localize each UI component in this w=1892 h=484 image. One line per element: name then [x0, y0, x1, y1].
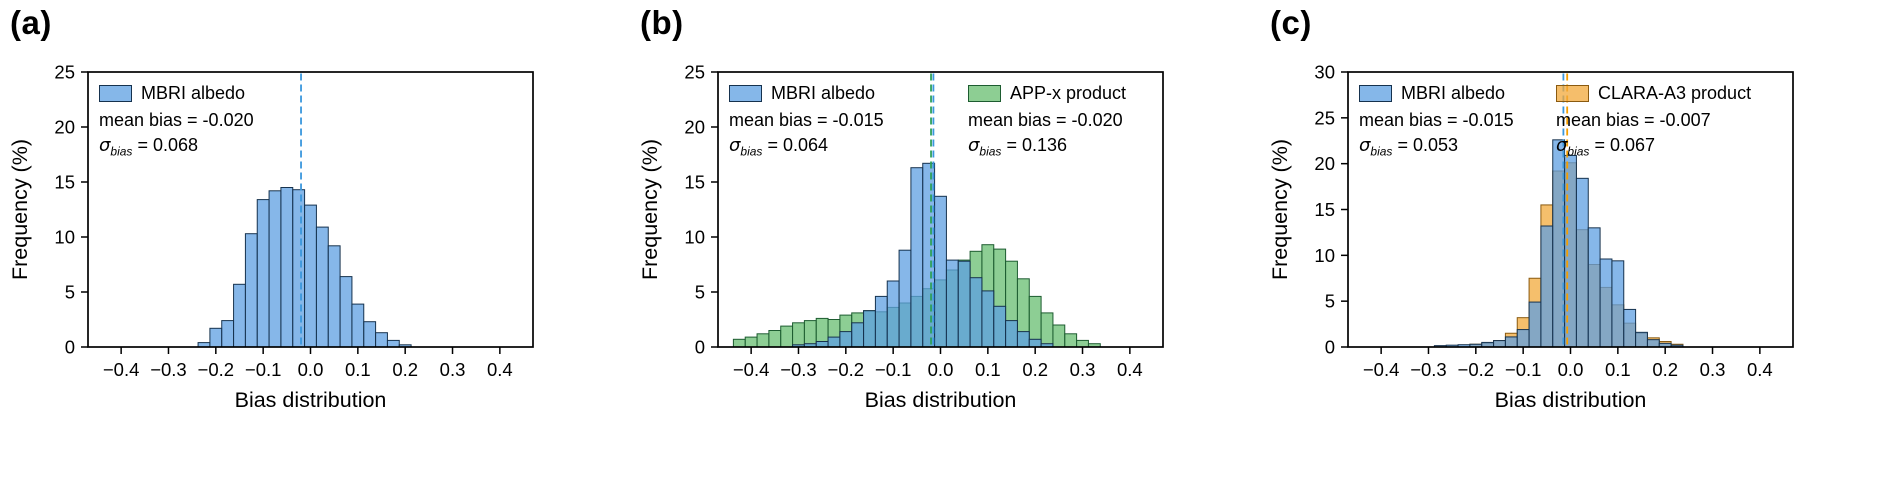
x-tick-label: 0.4: [487, 359, 513, 380]
x-tick-label: 0.0: [298, 359, 324, 380]
x-tick-label: 0.3: [440, 359, 466, 380]
legend-label: APP-x product: [1010, 83, 1127, 103]
legend-label: MBRI albedo: [141, 83, 246, 103]
y-tick-label: 0: [65, 337, 75, 358]
mean-bias-text: mean bias = -0.020: [99, 110, 254, 131]
y-tick-label: 20: [684, 117, 705, 138]
mean-bias-text: mean bias = -0.020: [968, 110, 1123, 131]
sigma-bias-text: σbias = 0.064: [729, 134, 828, 159]
x-tick-label: 0.1: [975, 359, 1001, 380]
x-axis-label: Bias distribution: [865, 388, 1017, 412]
x-tick-label: −0.3: [150, 359, 187, 380]
x-tick-label: −0.3: [780, 359, 817, 380]
panel-a: (a) −0.4 −0.3 −0.2 −0.1 0.0 0.1 0.2 0.3 0.4 0 5 10 1…: [0, 0, 630, 484]
x-tick-label: −0.4: [1363, 359, 1400, 380]
y-tick-label: 5: [65, 282, 75, 303]
sigma-bias-text: σbias = 0.067: [1556, 134, 1655, 159]
legend-label: MBRI albedo: [771, 83, 876, 103]
x-tick-label: 0.3: [1700, 359, 1726, 380]
x-tick-label: 0.2: [392, 359, 418, 380]
bars-series-0: [1433, 139, 1684, 348]
x-tick-label: −0.2: [1458, 359, 1495, 380]
y-tick-label: 5: [695, 282, 705, 303]
legend-swatch-mbri: [1359, 85, 1392, 103]
y-tick-label: 0: [695, 337, 705, 358]
legend-swatch-mbri: [99, 85, 132, 103]
x-axis-label: Bias distribution: [235, 388, 387, 412]
x-tick-label: −0.3: [1410, 359, 1447, 380]
x-tick-label: 0.0: [928, 359, 954, 380]
sigma-bias-text: σbias = 0.136: [968, 134, 1067, 159]
sigma-bias-text: σbias = 0.068: [99, 134, 198, 159]
x-tick-label: −0.2: [828, 359, 865, 380]
x-axis-label: Bias distribution: [1495, 388, 1647, 412]
panel-c: (c) −0.4 −0.3 −0.2 −0.1 0.0 0.1 0.2 0.3 0.4 0 5 10 1…: [1260, 0, 1892, 484]
panel-b: (b) −0.4 −0.3 −0.2 −0.1 0.0 0.1 0.2 0.3 0.4 0 5 10 1…: [630, 0, 1260, 484]
y-tick-label: 10: [54, 227, 75, 248]
mean-bias-text: mean bias = -0.015: [1359, 110, 1514, 131]
histogram-chart-a: −0.4 −0.3 −0.2 −0.1 0.0 0.1 0.2 0.3 0.4 0 5 10 15 20 2…: [8, 62, 534, 412]
y-axis-label: Frequency (%): [638, 139, 662, 280]
legend-clara: CLARA-A3 product mean bias = -0.007 σbia…: [1556, 82, 1751, 160]
x-tick-label: 0.1: [1605, 359, 1631, 380]
x-tick-label: 0.1: [345, 359, 371, 380]
legend-swatch-clara: [1556, 85, 1589, 103]
panel-a-letter: (a): [10, 4, 52, 41]
histogram-chart-b: −0.4 −0.3 −0.2 −0.1 0.0 0.1 0.2 0.3 0.4 0 5 10 15 20 2…: [638, 62, 1164, 412]
mean-bias-text: mean bias = -0.015: [729, 110, 884, 131]
x-tick-label: −0.4: [733, 359, 770, 380]
x-tick-label: −0.1: [1505, 359, 1542, 380]
y-axis-label: Frequency (%): [8, 139, 32, 280]
x-tick-label: 0.0: [1558, 359, 1584, 380]
x-tick-label: 0.3: [1070, 359, 1096, 380]
legend-label: MBRI albedo: [1401, 83, 1506, 103]
legend-mbri-a: MBRI albedo mean bias = -0.020 σbias = 0…: [99, 82, 254, 160]
y-tick-label: 0: [1325, 337, 1335, 358]
x-tick-label: 0.2: [1022, 359, 1048, 380]
y-tick-label: 5: [1325, 291, 1335, 312]
sigma-bias-text: σbias = 0.053: [1359, 134, 1458, 159]
panel-b-letter: (b): [640, 4, 684, 41]
x-tick-label: 0.4: [1117, 359, 1143, 380]
x-tick-label: −0.1: [245, 359, 282, 380]
x-tick-label: 0.4: [1747, 359, 1773, 380]
y-tick-label: 25: [1314, 107, 1335, 128]
y-tick-label: 10: [684, 227, 705, 248]
y-tick-label: 25: [684, 62, 705, 83]
mean-bias-text: mean bias = -0.007: [1556, 110, 1711, 131]
y-tick-label: 15: [1314, 199, 1335, 220]
y-tick-label: 30: [1314, 62, 1335, 83]
x-tick-label: −0.2: [198, 359, 235, 380]
y-axis-label: Frequency (%): [1268, 139, 1292, 280]
legend-appx: APP-x product mean bias = -0.020 σbias =…: [968, 82, 1126, 160]
y-tick-label: 20: [54, 117, 75, 138]
panel-c-letter: (c): [1270, 4, 1312, 41]
x-tick-label: −0.4: [103, 359, 140, 380]
histogram-chart-c: −0.4 −0.3 −0.2 −0.1 0.0 0.1 0.2 0.3 0.4 0 5 10 15 20 2…: [1268, 62, 1794, 412]
x-tick-label: −0.1: [875, 359, 912, 380]
bars-series-0: [197, 187, 412, 348]
legend-mbri-c: MBRI albedo mean bias = -0.015 σbias = 0…: [1359, 82, 1514, 160]
y-tick-label: 25: [54, 62, 75, 83]
y-tick-label: 20: [1314, 153, 1335, 174]
y-tick-label: 15: [684, 172, 705, 193]
legend-swatch-appx: [968, 85, 1001, 103]
y-tick-label: 15: [54, 172, 75, 193]
x-tick-label: 0.2: [1652, 359, 1678, 380]
legend-swatch-mbri: [729, 85, 762, 103]
legend-label: CLARA-A3 product: [1598, 83, 1752, 103]
legend-mbri-b: MBRI albedo mean bias = -0.015 σbias = 0…: [729, 82, 884, 160]
y-tick-label: 10: [1314, 245, 1335, 266]
